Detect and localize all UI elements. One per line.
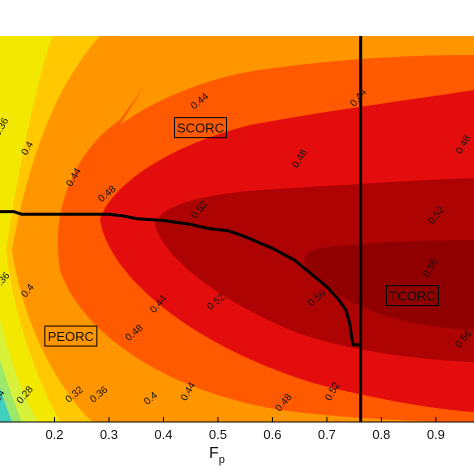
band-058 bbox=[304, 240, 474, 330]
x-tick-label: 0.5 bbox=[209, 427, 227, 442]
contour-label: 0.36 bbox=[0, 116, 11, 139]
region-label-text: TCORC bbox=[389, 289, 435, 304]
x-axis: 0.2 0.3 0.4 0.5 0.6 0.7 0.8 0.9 bbox=[0, 417, 474, 442]
x-tick-label: 0.8 bbox=[372, 427, 390, 442]
region-label-text: SCORC bbox=[177, 121, 224, 136]
region-label-box bbox=[385, 285, 439, 307]
band-024 bbox=[0, 388, 12, 422]
region-label-box bbox=[44, 325, 98, 347]
x-tick-label: 0.9 bbox=[427, 427, 445, 442]
region-label-text: PEORC bbox=[48, 329, 94, 344]
scorc-peorc-boundary-curve bbox=[0, 210, 361, 347]
region-label-peorc: PEORC bbox=[44, 325, 98, 347]
region-label-tcorc: TCORC bbox=[385, 285, 439, 307]
region-label-box bbox=[173, 117, 227, 139]
x-tick-label: 0.2 bbox=[45, 427, 63, 442]
x-axis-title-subscript: p bbox=[219, 454, 225, 466]
contour-label: 0.24 bbox=[0, 388, 8, 411]
x-tick-label: 0.6 bbox=[263, 427, 281, 442]
band-036 bbox=[0, 36, 60, 422]
region-boundaries bbox=[0, 36, 363, 422]
x-axis-title: Fp bbox=[209, 445, 225, 466]
region-label-scorc: SCORC bbox=[173, 117, 227, 139]
x-tick-label: 0.4 bbox=[154, 427, 172, 442]
x-tick-label: 0.3 bbox=[100, 427, 118, 442]
plot-area bbox=[0, 36, 474, 422]
x-tick-label: 0.7 bbox=[318, 427, 336, 442]
region-labels: SCORC PEORC TCORC bbox=[44, 117, 439, 347]
